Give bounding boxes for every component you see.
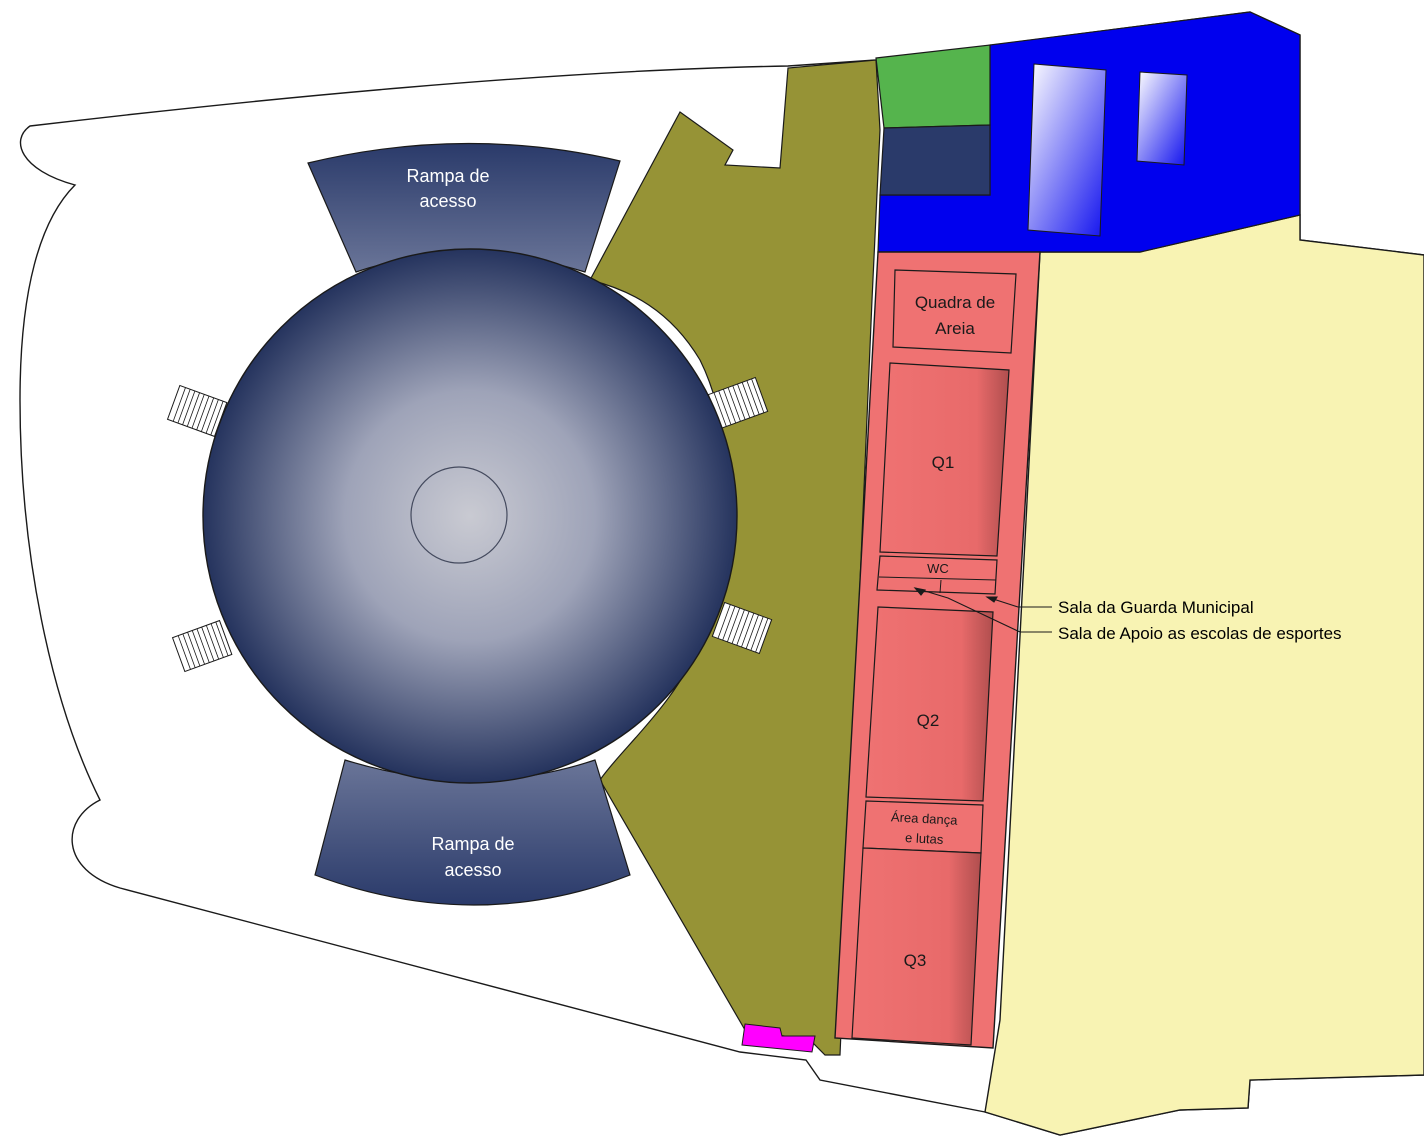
pool-large <box>1027 63 1107 237</box>
sand-court-label-line2: Areia <box>935 319 975 338</box>
sand-court <box>892 269 1017 354</box>
arena-dome <box>202 248 738 784</box>
ramp-top-label-line2: acesso <box>419 191 476 211</box>
wc-band <box>876 555 998 595</box>
ramp-bottom-label-line2: acesso <box>444 860 501 880</box>
court-q2-area <box>865 606 994 802</box>
arena-center-circle <box>410 466 508 564</box>
dance-area-label-line2: e lutas <box>905 830 945 847</box>
court-q1-area <box>879 362 1010 557</box>
support-room-callout: Sala de Apoio as escolas de esportes <box>1058 624 1342 643</box>
guard-room-callout: Sala da Guarda Municipal <box>1058 598 1254 617</box>
dance-area-label-line1: Área dança <box>891 809 959 827</box>
court-q3-label: Q3 <box>904 951 927 970</box>
stairs-left-bottom <box>171 619 233 673</box>
court-q2-label: Q2 <box>917 711 940 730</box>
navy-block <box>879 124 991 196</box>
magenta-block <box>741 1023 816 1053</box>
cream-area <box>984 214 1424 1136</box>
room-divider <box>939 579 942 594</box>
ramp-top-label-line1: Rampa de <box>406 166 489 186</box>
court-q1-label: Q1 <box>932 453 955 472</box>
ramp-bottom-label-line1: Rampa de <box>431 834 514 854</box>
court-q3-area <box>851 847 982 1046</box>
stairs-right-bottom <box>711 601 773 655</box>
pool-small <box>1136 71 1188 166</box>
wc-label: WC <box>927 561 949 576</box>
wc-divider <box>878 576 997 581</box>
green-area <box>875 44 991 129</box>
sand-court-label-line1: Quadra de <box>915 293 995 312</box>
callout-lines <box>913 587 1052 633</box>
